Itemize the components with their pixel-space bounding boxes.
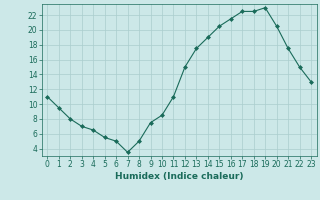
X-axis label: Humidex (Indice chaleur): Humidex (Indice chaleur) xyxy=(115,172,244,181)
